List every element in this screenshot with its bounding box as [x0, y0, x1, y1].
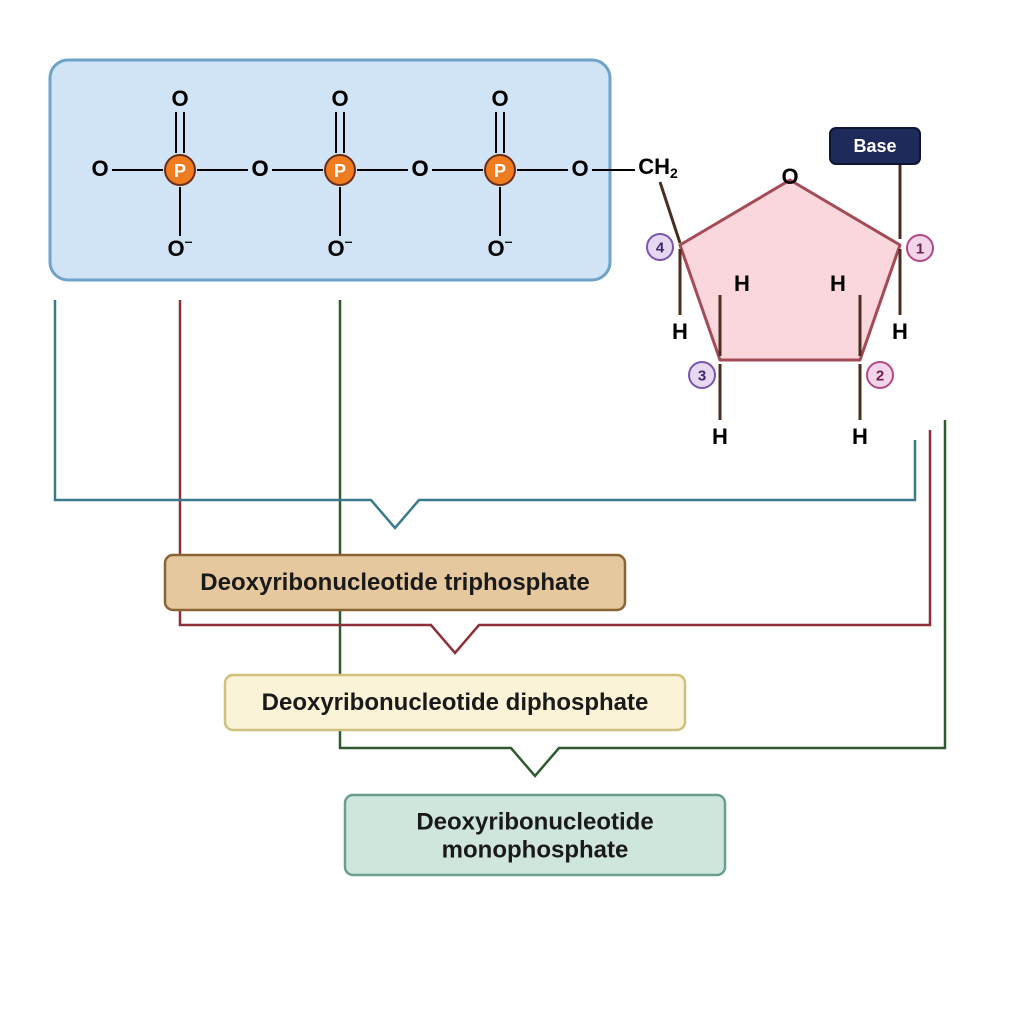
hydrogen-atom: H	[712, 424, 728, 449]
svg-text:3: 3	[698, 368, 706, 385]
nucleotide-diagram: OOO–OPOOO–OPOOO–OP CH2 OHHHHHH1234 Base …	[0, 0, 1024, 1024]
label-tri-g-text: Deoxyribonucleotide triphosphate	[200, 569, 589, 596]
label-diphosphate: Deoxyribonucleotide diphosphate	[225, 675, 685, 730]
hydrogen-atom: H	[672, 319, 688, 344]
bridging-oxygen: O	[571, 156, 588, 181]
oxygen-atom: O	[91, 156, 108, 181]
nitrogenous-base: Base	[830, 128, 920, 164]
base-label: Base	[853, 136, 896, 156]
label-mono-g-text2: monophosphate	[442, 836, 629, 863]
deoxyribose-sugar: O H H H H H H 1 2 3 4	[647, 164, 933, 449]
oxygen-atom: O	[411, 156, 428, 181]
ring-oxygen: O	[781, 164, 798, 189]
svg-text:4: 4	[656, 240, 665, 257]
oxygen-atom: O	[331, 86, 348, 111]
hydrogen-atom: H	[852, 424, 868, 449]
ribose-ring	[680, 180, 900, 360]
hydrogen-atom: H	[830, 271, 846, 296]
svg-text:1: 1	[916, 241, 924, 258]
oxygen-atom: O	[251, 156, 268, 181]
label-triphosphate: Deoxyribonucleotide triphosphate	[165, 555, 625, 610]
svg-text:P: P	[334, 161, 346, 181]
hydrogen-atom: H	[734, 271, 750, 296]
svg-text:P: P	[174, 161, 186, 181]
oxygen-atom: O	[491, 86, 508, 111]
ch2-group: CH2	[638, 154, 678, 181]
oxygen-atom: O	[171, 86, 188, 111]
svg-text:P: P	[494, 161, 506, 181]
label-monophosphate: Deoxyribonucleotidemonophosphate	[345, 795, 725, 875]
label-mono-g-text: Deoxyribonucleotide	[416, 808, 653, 835]
label-di-g-text: Deoxyribonucleotide diphosphate	[262, 689, 649, 716]
svg-text:2: 2	[876, 368, 884, 385]
hydrogen-atom: H	[892, 319, 908, 344]
